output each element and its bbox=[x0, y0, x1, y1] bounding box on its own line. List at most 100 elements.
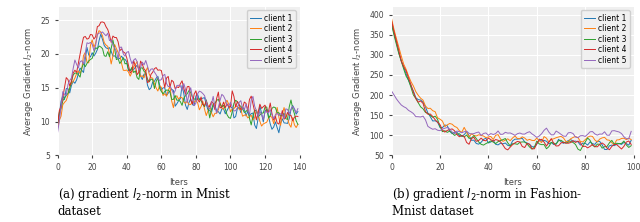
Line: client 3: client 3 bbox=[58, 40, 298, 125]
Line: client 2: client 2 bbox=[58, 31, 298, 128]
client 3 bbox=[611, 143, 618, 145]
Line: client 4: client 4 bbox=[58, 22, 298, 125]
client 1 bbox=[54, 125, 61, 128]
client 3 bbox=[531, 146, 538, 149]
client 5 bbox=[68, 77, 76, 79]
client 4 bbox=[434, 121, 442, 123]
client 5 bbox=[54, 131, 61, 134]
client 2 bbox=[611, 143, 618, 146]
client 1 bbox=[618, 143, 625, 146]
Text: (b) gradient $l_2$-norm in Fashion-
Mnist dataset: (b) gradient $l_2$-norm in Fashion- Mnis… bbox=[392, 186, 582, 218]
client 5 bbox=[63, 94, 70, 97]
client 3 bbox=[109, 39, 116, 42]
client 3 bbox=[444, 131, 451, 134]
Line: client 5: client 5 bbox=[392, 91, 631, 139]
client 4 bbox=[99, 21, 106, 23]
client 2 bbox=[68, 82, 76, 85]
client 4 bbox=[54, 123, 61, 126]
client 1 bbox=[531, 145, 538, 148]
Text: (a) gradient $l_2$-norm in Mnist
dataset: (a) gradient $l_2$-norm in Mnist dataset bbox=[58, 186, 231, 218]
client 2 bbox=[618, 137, 625, 140]
client 4 bbox=[175, 86, 182, 89]
client 3 bbox=[68, 80, 76, 83]
client 3 bbox=[627, 144, 635, 147]
client 3 bbox=[248, 124, 255, 126]
client 3 bbox=[618, 142, 625, 145]
client 5 bbox=[531, 134, 538, 137]
client 5 bbox=[294, 107, 301, 110]
client 1 bbox=[294, 110, 301, 113]
client 4 bbox=[63, 76, 70, 79]
client 4 bbox=[444, 129, 451, 132]
client 5 bbox=[292, 111, 300, 114]
client 5 bbox=[99, 31, 106, 33]
client 1 bbox=[68, 84, 76, 87]
Line: client 4: client 4 bbox=[392, 21, 631, 150]
client 2 bbox=[63, 99, 70, 102]
client 1 bbox=[63, 87, 70, 90]
client 1 bbox=[388, 21, 396, 24]
client 4 bbox=[618, 148, 625, 150]
client 5 bbox=[625, 137, 632, 140]
client 4 bbox=[533, 142, 541, 145]
client 2 bbox=[78, 68, 86, 70]
client 1 bbox=[511, 138, 519, 141]
client 4 bbox=[294, 115, 301, 118]
client 3 bbox=[388, 23, 396, 26]
client 2 bbox=[531, 139, 538, 142]
Line: client 1: client 1 bbox=[58, 34, 298, 133]
client 4 bbox=[611, 143, 618, 146]
client 4 bbox=[292, 115, 300, 117]
Y-axis label: Average Gradient $l_2$-norm: Average Gradient $l_2$-norm bbox=[351, 26, 364, 136]
client 1 bbox=[78, 69, 86, 71]
client 2 bbox=[511, 135, 519, 137]
client 3 bbox=[63, 94, 70, 97]
Legend: client 1, client 2, client 3, client 4, client 5: client 1, client 2, client 3, client 4, … bbox=[246, 10, 296, 68]
client 2 bbox=[444, 124, 451, 126]
client 3 bbox=[175, 99, 182, 101]
client 5 bbox=[627, 130, 635, 133]
client 3 bbox=[78, 67, 86, 69]
client 3 bbox=[97, 46, 105, 48]
client 5 bbox=[608, 130, 616, 132]
client 5 bbox=[175, 84, 182, 87]
client 3 bbox=[511, 143, 519, 145]
client 4 bbox=[627, 143, 635, 146]
client 3 bbox=[54, 122, 61, 125]
Y-axis label: Average Gradient $l_2$-norm: Average Gradient $l_2$-norm bbox=[22, 26, 35, 136]
client 1 bbox=[275, 131, 283, 134]
client 2 bbox=[627, 138, 635, 141]
client 4 bbox=[513, 140, 521, 143]
client 2 bbox=[292, 126, 300, 129]
client 5 bbox=[78, 59, 86, 62]
client 2 bbox=[434, 117, 442, 119]
client 3 bbox=[294, 123, 301, 126]
client 1 bbox=[611, 144, 618, 147]
client 2 bbox=[99, 35, 106, 37]
client 2 bbox=[95, 29, 103, 32]
client 2 bbox=[54, 127, 61, 129]
client 1 bbox=[99, 38, 106, 41]
client 5 bbox=[97, 32, 105, 34]
client 1 bbox=[603, 148, 611, 151]
Line: client 2: client 2 bbox=[392, 19, 631, 145]
Line: client 5: client 5 bbox=[58, 32, 298, 132]
X-axis label: Iters: Iters bbox=[169, 178, 188, 187]
client 2 bbox=[608, 141, 616, 144]
client 2 bbox=[388, 17, 396, 20]
client 5 bbox=[434, 129, 442, 132]
client 5 bbox=[388, 90, 396, 92]
Line: client 3: client 3 bbox=[392, 25, 631, 151]
client 1 bbox=[627, 139, 635, 142]
client 1 bbox=[434, 121, 442, 123]
Legend: client 1, client 2, client 3, client 4, client 5: client 1, client 2, client 3, client 4, … bbox=[580, 10, 630, 68]
client 5 bbox=[511, 134, 519, 137]
client 5 bbox=[444, 126, 451, 129]
client 4 bbox=[68, 80, 76, 82]
client 2 bbox=[294, 123, 301, 126]
client 4 bbox=[97, 21, 105, 24]
client 3 bbox=[434, 118, 442, 121]
client 1 bbox=[444, 124, 451, 127]
client 4 bbox=[388, 19, 396, 22]
client 4 bbox=[504, 149, 511, 151]
